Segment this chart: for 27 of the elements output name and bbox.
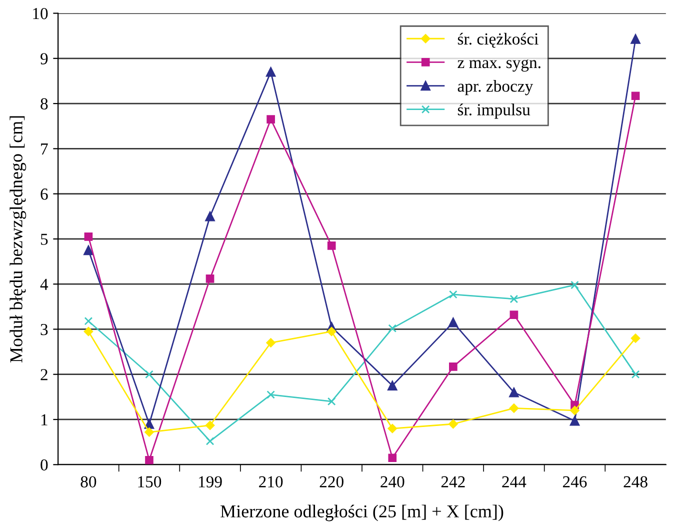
y-tick-label: 3 [40, 324, 48, 336]
y-tick-label: 10 [33, 8, 48, 20]
x-tick-label: 220 [320, 476, 344, 488]
y-tick-label: 2 [40, 369, 48, 380]
x-tick-label: 150 [138, 476, 162, 488]
y-tick-label: 6 [40, 188, 48, 200]
y-axis-title: Moduł błędu bezwzględnego [cm] [10, 116, 26, 363]
legend-label: apr. zboczy [458, 80, 534, 96]
x-tick-label: 248 [624, 476, 648, 488]
x-tick-label: 240 [380, 476, 404, 488]
y-tick-label: 9 [40, 53, 48, 64]
legend-label: z max. sygn. [458, 59, 540, 72]
x-tick-label: 199 [198, 476, 222, 488]
x-tick-label: 246 [562, 476, 587, 488]
y-tick-label: 0 [40, 459, 48, 471]
y-tick-label: 7 [41, 144, 48, 154]
y-tick-label: 8 [40, 98, 48, 110]
x-tick-label: 242 [441, 476, 465, 488]
legend-label: śr. impulsu [458, 104, 530, 119]
x-tick-label: 210 [259, 476, 283, 488]
y-tick-label: 1 [41, 414, 48, 426]
x-axis-title: Mierzone odległości (25 [m] + X [cm]) [220, 504, 504, 522]
legend-label: śr. ciężkości [458, 32, 538, 48]
x-tick-label: 80 [80, 476, 96, 488]
y-tick-label: 4 [40, 278, 48, 290]
x-tick-label: 244 [502, 476, 526, 488]
y-tick-label: 5 [40, 234, 48, 245]
